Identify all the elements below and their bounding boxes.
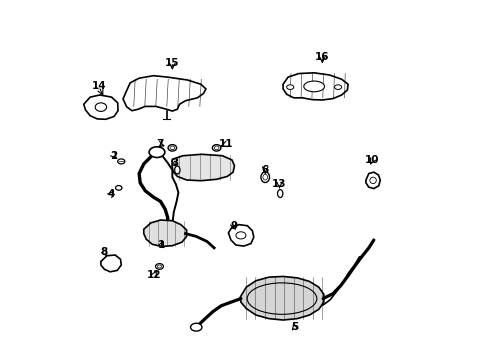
Ellipse shape xyxy=(174,166,180,174)
Text: 11: 11 xyxy=(218,139,233,149)
Ellipse shape xyxy=(155,264,163,269)
Ellipse shape xyxy=(115,185,122,190)
Ellipse shape xyxy=(369,177,376,184)
Ellipse shape xyxy=(286,85,293,89)
Polygon shape xyxy=(101,255,121,272)
Ellipse shape xyxy=(95,103,106,111)
Polygon shape xyxy=(123,76,205,111)
Polygon shape xyxy=(228,225,253,246)
Ellipse shape xyxy=(168,145,176,151)
Ellipse shape xyxy=(263,174,267,180)
Polygon shape xyxy=(240,276,323,320)
Ellipse shape xyxy=(118,159,124,164)
Text: 7: 7 xyxy=(156,139,163,149)
Text: 15: 15 xyxy=(165,58,179,68)
Ellipse shape xyxy=(246,283,316,314)
Text: 12: 12 xyxy=(147,270,162,280)
Polygon shape xyxy=(143,220,186,247)
Text: 3: 3 xyxy=(171,158,178,168)
Ellipse shape xyxy=(277,190,283,198)
Text: 2: 2 xyxy=(110,151,118,161)
Ellipse shape xyxy=(214,146,219,150)
Polygon shape xyxy=(83,95,118,119)
Text: 14: 14 xyxy=(91,81,106,91)
Text: 8: 8 xyxy=(101,247,108,257)
Text: 4: 4 xyxy=(108,189,115,199)
Ellipse shape xyxy=(334,85,341,89)
Polygon shape xyxy=(172,154,234,181)
Text: 5: 5 xyxy=(290,322,298,332)
Ellipse shape xyxy=(149,147,164,157)
Text: 13: 13 xyxy=(272,179,286,189)
Ellipse shape xyxy=(157,265,162,268)
Text: 9: 9 xyxy=(230,221,237,231)
Ellipse shape xyxy=(190,323,202,331)
Polygon shape xyxy=(365,172,380,189)
Text: 16: 16 xyxy=(314,52,329,62)
Ellipse shape xyxy=(212,145,221,151)
Ellipse shape xyxy=(261,172,269,183)
Ellipse shape xyxy=(170,146,174,150)
Text: 6: 6 xyxy=(261,165,268,175)
Text: 10: 10 xyxy=(365,156,379,165)
Ellipse shape xyxy=(235,232,245,239)
Polygon shape xyxy=(283,73,347,100)
Text: 1: 1 xyxy=(158,240,165,250)
Ellipse shape xyxy=(303,81,324,92)
